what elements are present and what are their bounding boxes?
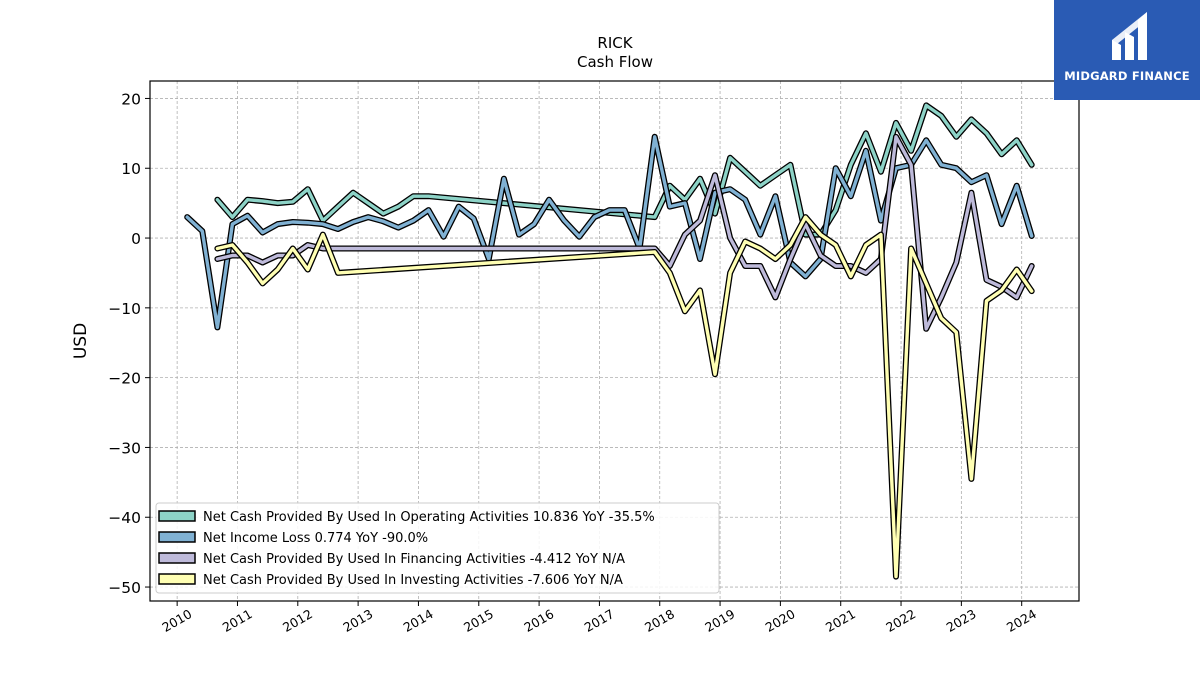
series-lines — [184, 102, 1035, 580]
y-tick-label: −20 — [108, 370, 141, 388]
x-tick-label: 2017 — [582, 606, 617, 635]
series-line — [184, 133, 1035, 331]
legend-item: Net Cash Provided By Used In Financing A… — [158, 552, 625, 567]
legend-swatch — [158, 531, 196, 543]
x-tick-label: 2011 — [220, 606, 255, 635]
y-tick-label: −50 — [108, 579, 141, 597]
y-axis-label: USD — [71, 323, 91, 359]
x-tick-label: 2015 — [461, 606, 496, 635]
stylized-m-logo-icon — [1112, 12, 1147, 60]
legend-label: Net Income Loss 0.774 YoY -90.0% — [203, 531, 428, 546]
legend-label: Net Cash Provided By Used In Financing A… — [203, 552, 625, 567]
x-tick-label: 2022 — [883, 606, 918, 635]
legend: Net Cash Provided By Used In Operating A… — [155, 502, 720, 594]
legend-label: Net Cash Provided By Used In Operating A… — [203, 510, 655, 525]
legend-item: Net Cash Provided By Used In Operating A… — [158, 510, 655, 525]
series-line-fill — [215, 103, 1034, 237]
legend-swatch — [158, 573, 196, 585]
logo-text: MIDGARD FINANCE — [1064, 69, 1190, 83]
y-tick-label: −30 — [108, 439, 141, 457]
x-tick-label: 2020 — [763, 606, 798, 635]
chart-subtitle: Cash Flow — [577, 53, 653, 71]
legend-swatch — [158, 510, 196, 522]
y-tick-label: −10 — [108, 300, 141, 318]
y-tick-label: 10 — [121, 160, 141, 178]
y-tick-label: 20 — [121, 90, 141, 108]
x-tick-label: 2012 — [280, 606, 315, 635]
legend-item: Net Cash Provided By Used In Investing A… — [158, 573, 623, 588]
series-line-fill — [215, 215, 1034, 579]
legend-label: Net Cash Provided By Used In Investing A… — [203, 573, 623, 588]
y-tick-label: 0 — [131, 230, 141, 248]
x-axis: 2010 2011 2012 2013 2014 2015 2016 2017 2018 2019… — [159, 601, 1039, 635]
series-line — [214, 133, 1035, 332]
chart-title: RICK — [597, 34, 633, 52]
legend-item: Net Income Loss 0.774 YoY -90.0% — [158, 531, 428, 546]
x-tick-label: 2021 — [823, 606, 858, 635]
midgard-finance-logo: MIDGARD FINANCE — [1054, 0, 1200, 100]
x-tick-label: 2014 — [401, 606, 436, 635]
series-line-fill — [215, 135, 1034, 331]
y-axis: 20 10 0 −10 −20 −30 −40 −50 — [108, 90, 150, 597]
legend-box — [155, 502, 720, 594]
x-tick-label: 2010 — [159, 606, 194, 635]
plot-frame — [149, 80, 1080, 602]
x-tick-label: 2023 — [944, 606, 979, 635]
x-tick-label: 2019 — [702, 606, 737, 635]
series-line — [214, 214, 1035, 580]
x-tick-label: 2018 — [642, 606, 677, 635]
x-tick-label: 2016 — [521, 606, 556, 635]
series-line — [214, 102, 1035, 238]
series-line-fill — [185, 135, 1034, 330]
x-tick-label: 2013 — [340, 606, 375, 635]
legend-swatch — [158, 552, 196, 564]
y-tick-label: −40 — [108, 509, 141, 527]
x-tick-label: 2024 — [1004, 606, 1039, 635]
